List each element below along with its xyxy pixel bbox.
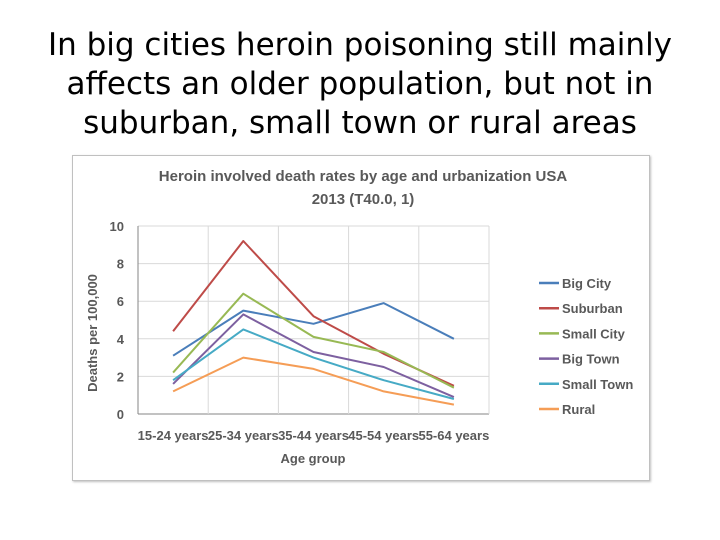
- chart-title-line-1: Heroin involved death rates by age and u…: [159, 168, 568, 185]
- series-line-big-city: [172, 302, 455, 357]
- y-axis-title: Deaths per 100,000: [85, 274, 100, 392]
- legend-label-rural: Rural: [562, 402, 595, 417]
- slide-title-line-2: affects an older population, but not in: [66, 66, 654, 102]
- chart-frame: Heroin involved death rates by age and u…: [72, 155, 650, 481]
- legend-label-big-town: Big Town: [562, 352, 620, 367]
- x-tick-label: 15-24 years: [138, 428, 209, 443]
- x-tick-label: 45-54 years: [348, 428, 419, 443]
- slide-title: In big cities heroin poisoning still mai…: [40, 26, 680, 143]
- y-tick-label: 6: [117, 294, 124, 309]
- y-tick-label: 8: [117, 257, 124, 272]
- legend-label-suburban: Suburban: [562, 301, 623, 316]
- series-line-small-city: [172, 292, 455, 389]
- legend-label-big-city: Big City: [562, 276, 612, 291]
- legend-label-small-city: Small City: [562, 326, 626, 341]
- y-tick-label: 0: [117, 407, 124, 422]
- legend-label-small-town: Small Town: [562, 377, 633, 392]
- line-chart: Heroin involved death rates by age and u…: [85, 168, 633, 466]
- chart-title-line-2: 2013 (T40.0, 1): [312, 191, 415, 208]
- series-line-suburban: [172, 240, 455, 387]
- x-tick-label: 25-34 years: [208, 428, 279, 443]
- y-tick-label: 4: [117, 332, 125, 347]
- x-axis-title: Age group: [281, 451, 346, 466]
- x-tick-label: 55-64 years: [418, 428, 489, 443]
- y-tick-label: 10: [110, 219, 124, 234]
- series-line-small-town: [172, 328, 455, 400]
- slide-title-line-3: suburban, small town or rural areas: [83, 105, 637, 141]
- series-line-big-town: [172, 313, 455, 399]
- slide-title-line-1: In big cities heroin poisoning still mai…: [47, 27, 673, 63]
- y-tick-label: 2: [117, 369, 124, 384]
- series-line-rural: [172, 356, 455, 406]
- x-tick-label: 35-44 years: [278, 428, 349, 443]
